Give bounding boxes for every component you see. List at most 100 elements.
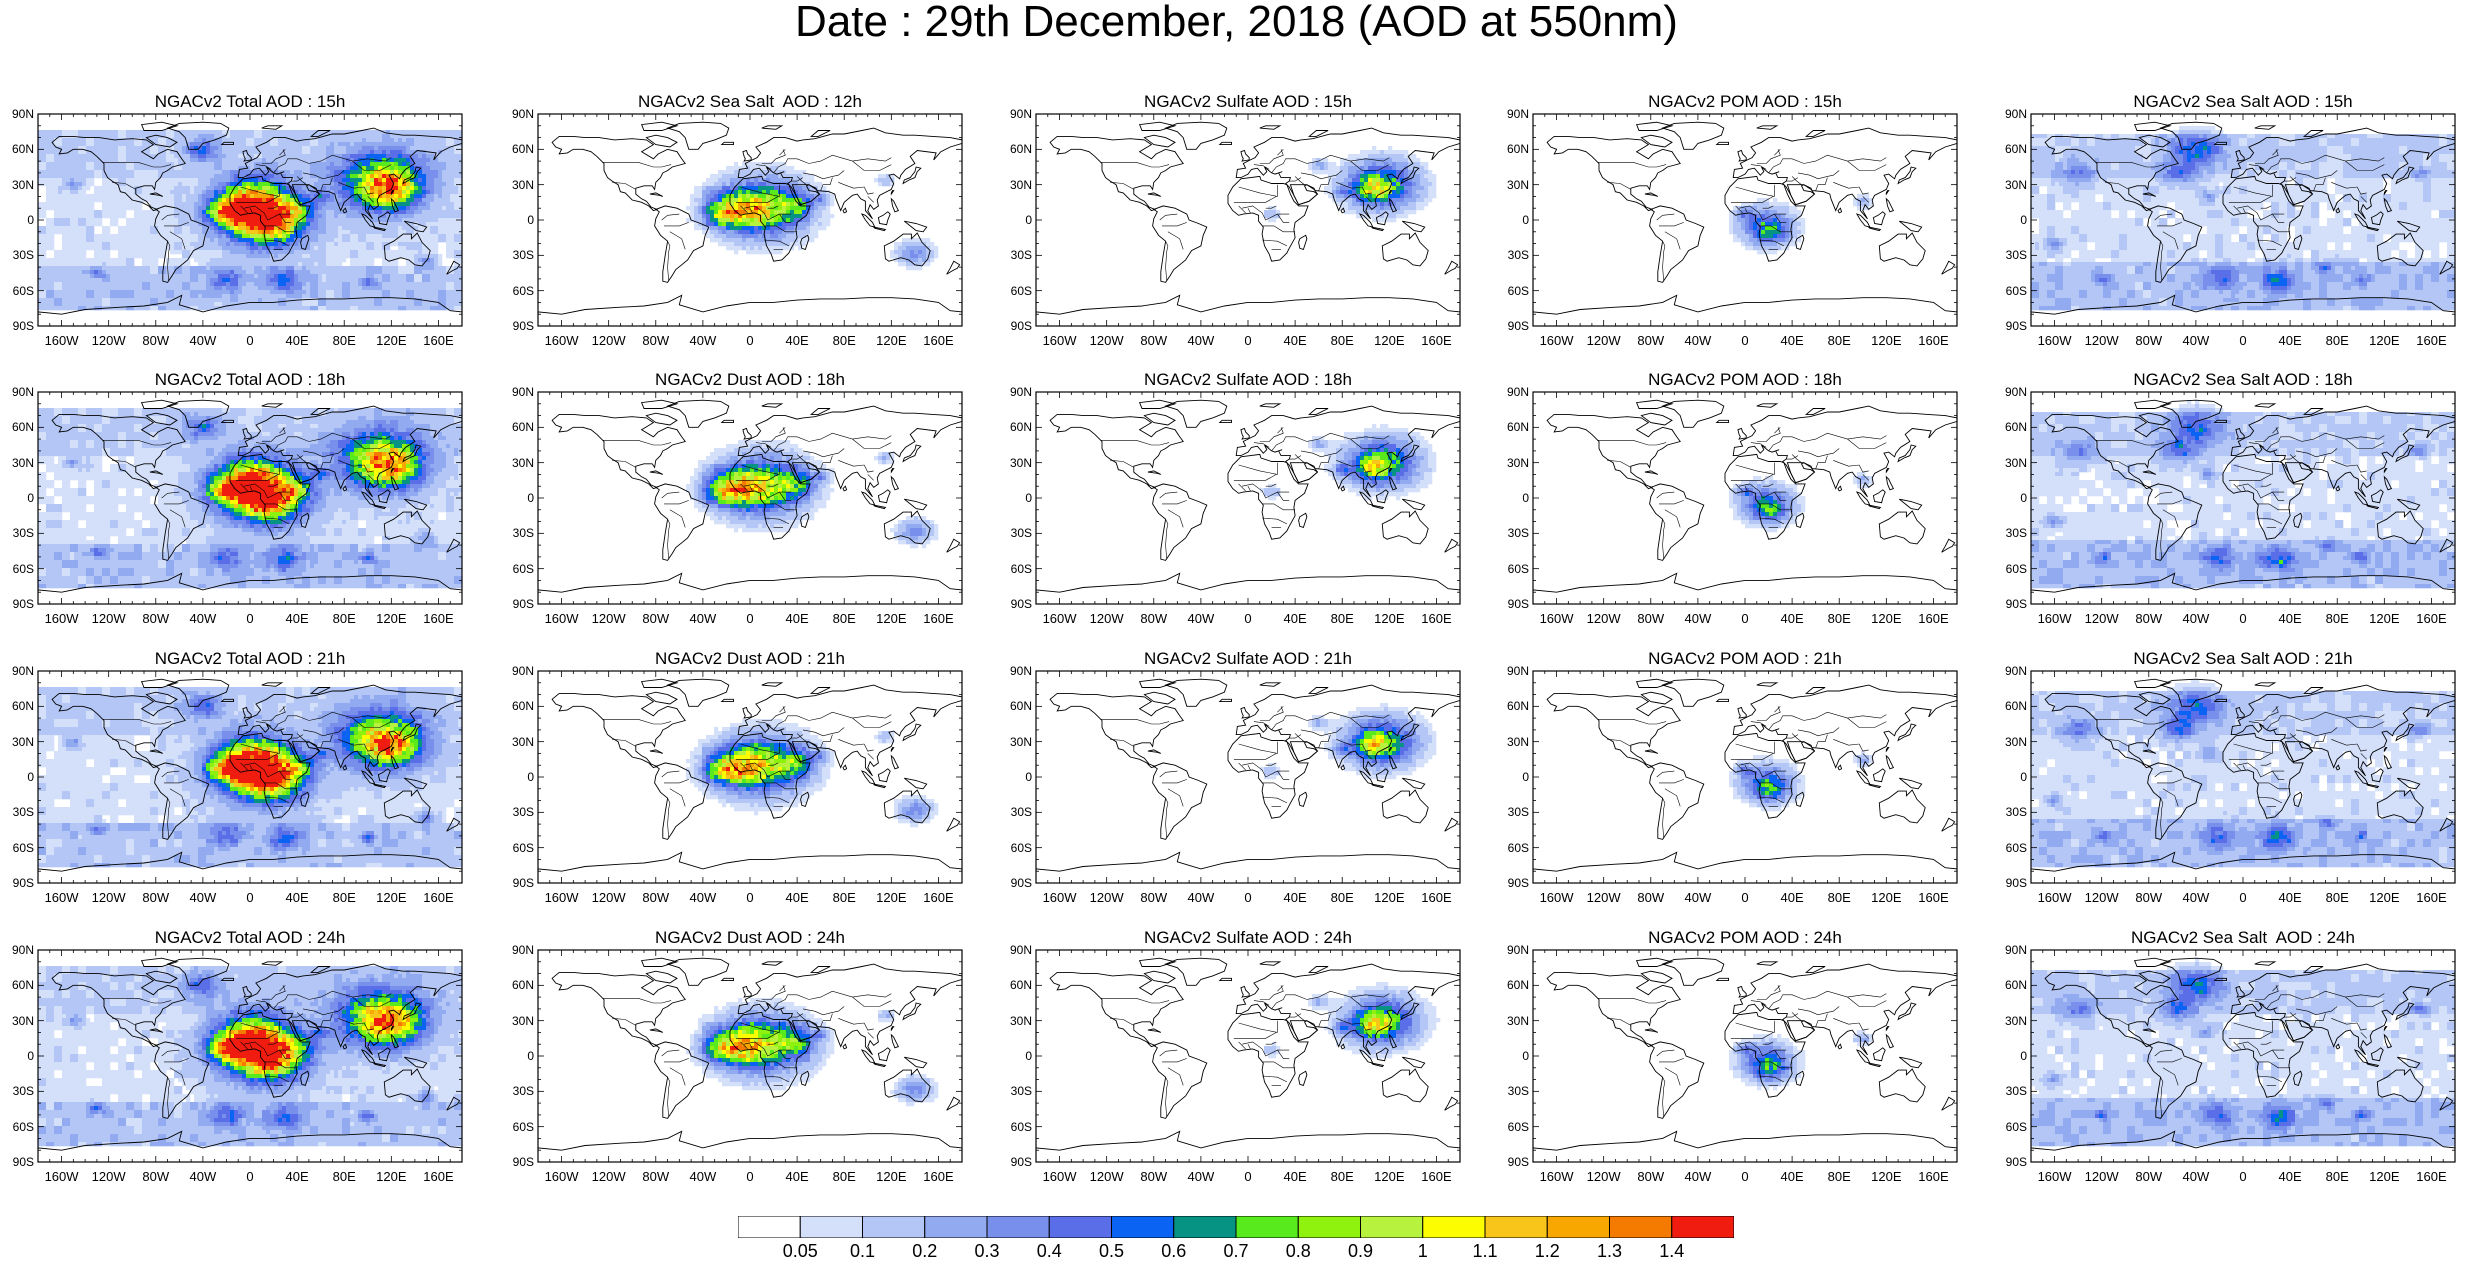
lat-tick-label: 0 — [0, 771, 34, 783]
lat-tick-label: 0 — [1495, 771, 1529, 783]
lat-tick-label: 0 — [998, 214, 1032, 226]
lat-tick-label: 90S — [1993, 598, 2027, 610]
lon-tick-label: 0 — [228, 612, 272, 625]
lat-tick-label: 30N — [1993, 736, 2027, 748]
panel-title: NGACv2 Dust AOD : 18h — [538, 370, 962, 390]
world-map — [1036, 671, 1460, 883]
lon-tick-label: 40W — [2174, 891, 2218, 904]
lat-tick-label: 30N — [500, 736, 534, 748]
lat-tick-label: 60S — [1993, 285, 2027, 297]
lon-tick-label: 0 — [1723, 334, 1767, 347]
world-map — [1533, 671, 1957, 883]
lon-tick-label: 40W — [181, 891, 225, 904]
lon-tick-label: 120E — [1864, 891, 1908, 904]
colorbar-swatch — [1610, 1216, 1672, 1238]
lon-tick-label: 80W — [1132, 334, 1176, 347]
lon-tick-label: 0 — [1723, 612, 1767, 625]
colorbar-swatch — [1672, 1216, 1734, 1238]
lat-tick-label: 90N — [998, 108, 1032, 120]
lon-tick-label: 120E — [1367, 612, 1411, 625]
world-map — [1533, 392, 1957, 604]
lat-tick-label: 0 — [1993, 492, 2027, 504]
colorbar-tick-label: 0.05 — [780, 1242, 820, 1260]
lon-tick-label: 80E — [322, 1170, 366, 1183]
lon-tick-label: 160W — [40, 891, 84, 904]
lon-tick-label: 120E — [2362, 612, 2406, 625]
lat-tick-label: 30S — [1495, 249, 1529, 261]
lat-tick-label: 90N — [998, 665, 1032, 677]
lon-tick-label: 40E — [1770, 612, 1814, 625]
lon-tick-label: 120W — [2080, 891, 2124, 904]
colorbar-tick-label: 0.7 — [1216, 1242, 1256, 1260]
lon-tick-label: 40W — [2174, 1170, 2218, 1183]
lat-tick-label: 30S — [0, 249, 34, 261]
world-map — [1533, 114, 1957, 326]
lat-tick-label: 60S — [0, 842, 34, 854]
lat-tick-label: 30S — [1495, 806, 1529, 818]
lon-tick-label: 120E — [1367, 1170, 1411, 1183]
lon-tick-label: 120W — [2080, 1170, 2124, 1183]
lon-tick-label: 120W — [2080, 612, 2124, 625]
lon-tick-label: 120E — [869, 891, 913, 904]
lat-tick-label: 60S — [0, 1121, 34, 1133]
lon-tick-label: 160W — [1535, 891, 1579, 904]
lon-tick-label: 120E — [1864, 334, 1908, 347]
colorbar-swatch — [987, 1216, 1049, 1238]
lat-tick-label: 60N — [1495, 421, 1529, 433]
lon-tick-label: 40W — [681, 612, 725, 625]
lon-tick-label: 160E — [916, 334, 960, 347]
panel-title: NGACv2 Sea Salt AOD : 21h — [2031, 649, 2455, 669]
lat-tick-label: 30N — [1495, 179, 1529, 191]
lon-tick-label: 160E — [416, 334, 460, 347]
lon-tick-label: 120W — [587, 1170, 631, 1183]
lat-tick-label: 30S — [500, 1085, 534, 1097]
lon-tick-label: 160W — [40, 1170, 84, 1183]
lon-tick-label: 160E — [1911, 891, 1955, 904]
lat-tick-label: 0 — [1993, 214, 2027, 226]
lon-tick-label: 40E — [775, 334, 819, 347]
lon-tick-label: 0 — [1226, 1170, 1270, 1183]
lon-tick-label: 80E — [1320, 334, 1364, 347]
colorbar-tick-label: 0.4 — [1029, 1242, 1069, 1260]
lon-tick-label: 120W — [87, 1170, 131, 1183]
lon-tick-label: 40E — [775, 1170, 819, 1183]
lat-tick-label: 30S — [1495, 1085, 1529, 1097]
lon-tick-label: 160W — [540, 1170, 584, 1183]
lon-tick-label: 40E — [1273, 891, 1317, 904]
lon-tick-label: 0 — [728, 1170, 772, 1183]
lat-tick-label: 60N — [998, 700, 1032, 712]
lat-tick-label: 60S — [998, 285, 1032, 297]
lon-tick-label: 40E — [275, 1170, 319, 1183]
lon-tick-label: 160E — [416, 891, 460, 904]
lat-tick-label: 90S — [0, 320, 34, 332]
lat-tick-label: 0 — [0, 492, 34, 504]
lon-tick-label: 160W — [2033, 1170, 2077, 1183]
lon-tick-label: 160E — [1911, 334, 1955, 347]
lat-tick-label: 0 — [500, 1050, 534, 1062]
world-map — [38, 950, 462, 1162]
lon-tick-label: 40W — [1179, 334, 1223, 347]
lat-tick-label: 30S — [1993, 527, 2027, 539]
panel-title: NGACv2 Sulfate AOD : 15h — [1036, 92, 1460, 112]
panel-title: NGACv2 Sea Salt AOD : 12h — [538, 92, 962, 112]
lon-tick-label: 120W — [587, 891, 631, 904]
lon-tick-label: 160E — [1911, 1170, 1955, 1183]
colorbar-tick-label: 0.8 — [1278, 1242, 1318, 1260]
lon-tick-label: 40E — [275, 891, 319, 904]
lat-tick-label: 0 — [500, 771, 534, 783]
lon-tick-label: 160W — [2033, 612, 2077, 625]
panel-title: NGACv2 POM AOD : 18h — [1533, 370, 1957, 390]
lat-tick-label: 60N — [1993, 143, 2027, 155]
colorbar-tick-label: 0.9 — [1341, 1242, 1381, 1260]
lon-tick-label: 40E — [775, 612, 819, 625]
lat-tick-label: 30N — [0, 457, 34, 469]
lon-tick-label: 0 — [728, 612, 772, 625]
lon-tick-label: 80W — [1629, 1170, 1673, 1183]
